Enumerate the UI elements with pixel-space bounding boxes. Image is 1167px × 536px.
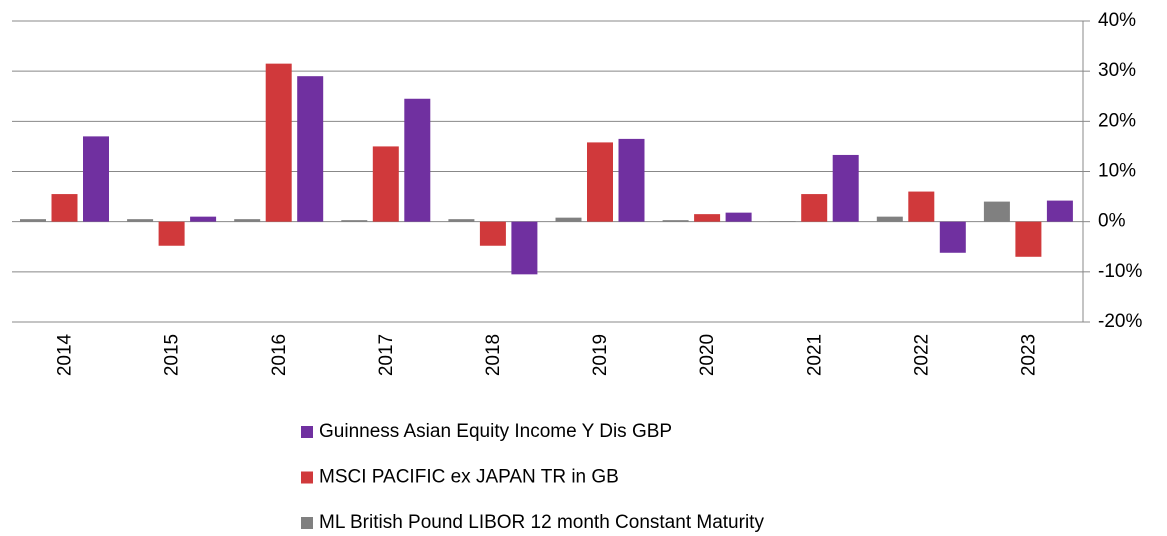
bar [265, 63, 292, 222]
y-tick-label: -20% [1098, 311, 1142, 332]
legend-swatch [301, 426, 313, 438]
x-tick-label: 2016 [269, 334, 290, 376]
x-tick-label: 2020 [697, 334, 718, 376]
bar [372, 146, 399, 222]
legend-swatch [301, 471, 313, 484]
legend-label: Guinness Asian Equity Income Y Dis GBP [319, 421, 672, 442]
bar [939, 221, 966, 253]
bar [158, 221, 185, 246]
bar [908, 191, 935, 222]
x-tick-label: 2017 [376, 334, 397, 376]
bar [1015, 221, 1042, 257]
bar [587, 142, 613, 222]
bar [448, 219, 475, 222]
bar [983, 201, 1010, 222]
x-tick-label: 2015 [162, 334, 183, 376]
bar [801, 194, 828, 222]
bar [20, 219, 46, 222]
x-tick-label: 2023 [1018, 334, 1039, 376]
bar [662, 220, 689, 222]
y-tick-label: 20% [1098, 110, 1136, 131]
bar [832, 154, 859, 222]
y-tick-label: 40% [1098, 10, 1136, 31]
bar [618, 138, 645, 222]
y-tick-label: 0% [1098, 211, 1126, 232]
bar [404, 98, 431, 222]
bar [127, 219, 154, 222]
bar [511, 221, 538, 275]
legend-swatch [301, 517, 313, 529]
bar [479, 221, 506, 246]
y-tick-label: 10% [1098, 161, 1136, 182]
bar [51, 194, 78, 222]
y-tick-label: -10% [1098, 261, 1142, 282]
legend-label: ML British Pound LIBOR 12 month Constant… [319, 512, 764, 533]
x-tick-label: 2018 [483, 334, 504, 376]
bar [555, 217, 582, 222]
bar [234, 219, 261, 222]
x-tick-label: 2022 [911, 334, 932, 376]
bar [83, 136, 109, 222]
x-tick-label: 2021 [804, 334, 825, 376]
bar [297, 76, 324, 222]
bar [769, 221, 796, 222]
bar [341, 220, 368, 222]
legend-label: MSCI PACIFIC ex JAPAN TR in GB [319, 467, 619, 488]
bar [694, 214, 721, 222]
y-tick-label: 30% [1098, 60, 1136, 81]
bar [190, 216, 217, 222]
bar [1046, 200, 1073, 222]
bar [725, 212, 752, 222]
x-tick-label: 2014 [55, 333, 76, 376]
bar [876, 216, 903, 222]
x-tick-label: 2019 [590, 334, 611, 376]
